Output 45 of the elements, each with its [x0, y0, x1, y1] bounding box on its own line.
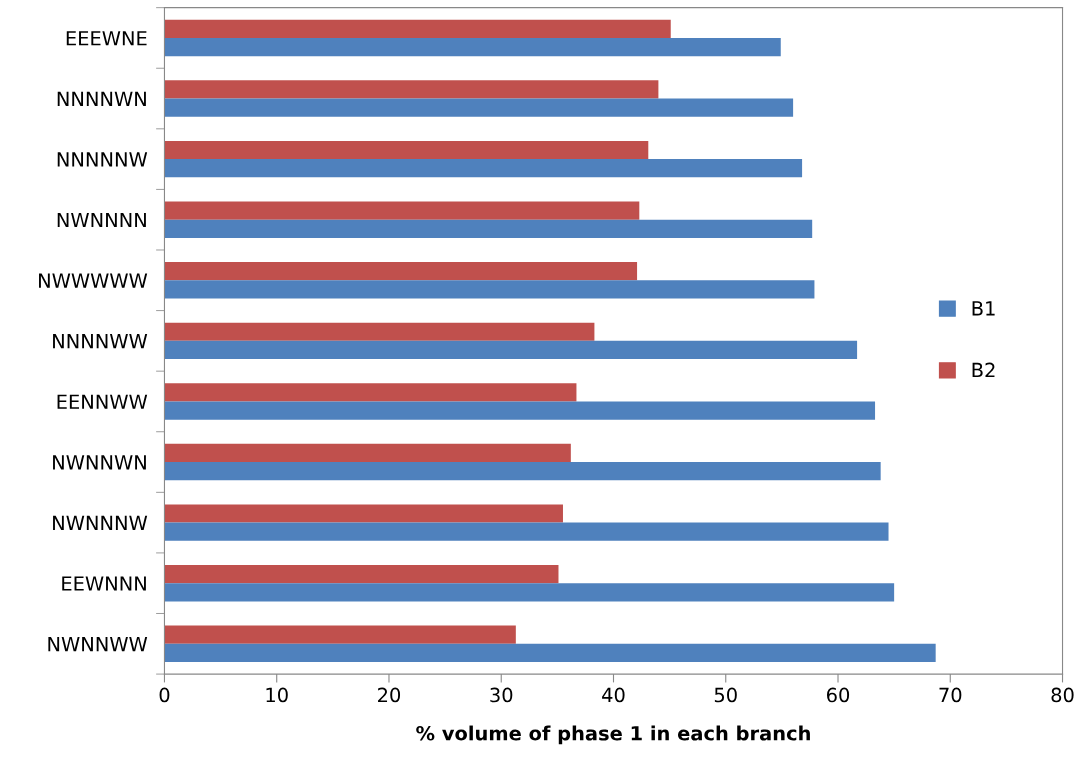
- bar: [164, 383, 577, 402]
- x-axis-title: % volume of phase 1 in each branch: [416, 725, 810, 745]
- bar: [164, 80, 659, 99]
- x-tick-label: 40: [602, 687, 625, 703]
- y-tick-label: NWNNNN: [57, 212, 146, 228]
- y-tick-label: NNNNNW: [57, 152, 148, 167]
- bar: [164, 522, 889, 541]
- bar: [164, 583, 895, 602]
- bar: [164, 98, 794, 117]
- bar: [164, 262, 638, 281]
- bar: [164, 565, 559, 584]
- x-tick-label: 30: [490, 687, 513, 703]
- y-tick-label: NWNNWW: [48, 637, 148, 652]
- bar: [164, 201, 640, 220]
- legend-label: B2: [972, 362, 995, 378]
- bar: [164, 462, 881, 481]
- y-tick-label: EENNWW: [57, 394, 148, 409]
- x-tick-label: 70: [939, 687, 962, 703]
- y-tick-label: NWNNNW: [53, 515, 148, 531]
- bar: [164, 443, 571, 463]
- bar: [164, 140, 649, 160]
- x-tick-label: 10: [266, 687, 288, 703]
- x-tick-label: 20: [378, 687, 401, 703]
- y-tick-label: EEEWNE: [66, 31, 147, 46]
- bar: [164, 159, 803, 178]
- y-tick-label: NNNNWN: [57, 91, 146, 106]
- y-tick-label: NWWWWW: [39, 273, 148, 288]
- y-tick-label: EEWNNN: [62, 576, 146, 591]
- y-tick-label: NNNNWW: [53, 334, 148, 349]
- bar: [164, 625, 516, 644]
- bar: [164, 643, 936, 662]
- bar: [164, 340, 858, 360]
- x-tick-label: 0: [159, 687, 170, 703]
- bar: [164, 504, 563, 523]
- bar: [164, 401, 876, 420]
- x-tick-label: 60: [827, 687, 850, 703]
- x-tick-label: 80: [1051, 687, 1074, 703]
- bar: [164, 322, 595, 341]
- bar: [164, 19, 671, 38]
- x-tick-label: 50: [714, 687, 737, 703]
- bar: [164, 280, 815, 299]
- y-tick-label: NWNNWN: [53, 455, 146, 470]
- bar: [164, 37, 781, 57]
- bar: [164, 219, 813, 238]
- legend-label: B1: [972, 301, 995, 316]
